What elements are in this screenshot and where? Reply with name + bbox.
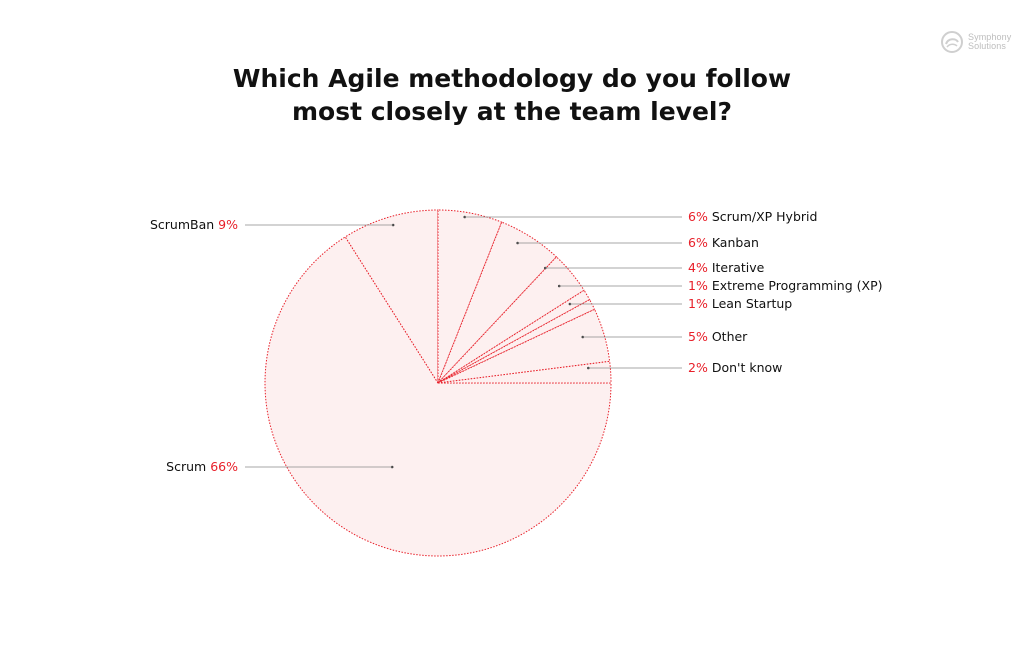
brand-logo: Symphony Solutions <box>940 30 1011 54</box>
slice-label-don-t-know: 2% Don't know <box>688 360 782 375</box>
slice-label-scrum-xp-hybrid: 6% Scrum/XP Hybrid <box>688 209 817 224</box>
leader-dot-scrumban <box>391 223 395 227</box>
slice-label-percent-kanban: 6% <box>688 235 708 250</box>
pie-slice-scrumban <box>344 209 439 385</box>
chart-title-line-1: Which Agile methodology do you follow <box>232 64 792 93</box>
slice-label-scrum: Scrum 66% <box>166 459 238 474</box>
slice-label-percent-iterative: 4% <box>688 260 708 275</box>
slice-label-kanban: 6% Kanban <box>688 235 759 250</box>
pie-slice-iterative <box>437 256 585 384</box>
slice-label-percent-scrumban: 9% <box>218 217 238 232</box>
slice-label-name-don-t-know: Don't know <box>712 360 783 375</box>
pie-slice-extreme-programming-xp <box>437 289 591 384</box>
pie-slice-don-t-know <box>437 360 612 384</box>
pie-slice-lean-startup <box>437 298 596 384</box>
pie-slice-scrum <box>264 236 612 557</box>
slice-label-percent-scrum-xp-hybrid: 6% <box>688 209 708 224</box>
slice-label-iterative: 4% Iterative <box>688 260 765 275</box>
chart-title: Which Agile methodology do you follow mo… <box>0 62 1024 128</box>
slice-label-name-scrumban: ScrumBan <box>150 217 214 232</box>
slice-label-other: 5% Other <box>688 329 748 344</box>
slice-label-lean-startup: 1% Lean Startup <box>688 296 792 311</box>
slice-labels: Scrum 66%ScrumBan 9%6% Scrum/XP Hybrid6%… <box>150 209 883 474</box>
slice-label-name-kanban: Kanban <box>712 235 759 250</box>
slice-label-name-scrum-xp-hybrid: Scrum/XP Hybrid <box>712 209 818 224</box>
leader-lines <box>245 215 682 469</box>
slice-label-extreme-programming-xp: 1% Extreme Programming (XP) <box>688 278 883 293</box>
brand-name-line2: Solutions <box>968 41 1006 51</box>
pie-slice-scrum-xp-hybrid <box>437 209 503 384</box>
slice-label-name-other: Other <box>712 329 748 344</box>
brand-name: Symphony Solutions <box>968 33 1011 51</box>
slice-label-percent-scrum: 66% <box>210 459 238 474</box>
slice-label-scrumban: ScrumBan 9% <box>150 217 238 232</box>
chart-title-line-2: most closely at the team level? <box>291 97 733 126</box>
slice-label-percent-lean-startup: 1% <box>688 296 708 311</box>
pie-slices <box>264 209 612 557</box>
slice-label-percent-extreme-programming-xp: 1% <box>688 278 708 293</box>
slice-label-percent-don-t-know: 2% <box>688 360 708 375</box>
slice-label-name-extreme-programming-xp: Extreme Programming (XP) <box>712 278 883 293</box>
slice-label-name-scrum: Scrum <box>166 459 206 474</box>
slice-label-name-iterative: Iterative <box>712 260 765 275</box>
swirl-logo-icon <box>941 31 963 53</box>
slice-label-percent-other: 5% <box>688 329 708 344</box>
pie-slice-kanban <box>437 221 558 384</box>
brand-name-line1: Symphony <box>968 32 1012 42</box>
slice-label-name-lean-startup: Lean Startup <box>712 296 792 311</box>
pie-slice-other <box>437 308 611 384</box>
